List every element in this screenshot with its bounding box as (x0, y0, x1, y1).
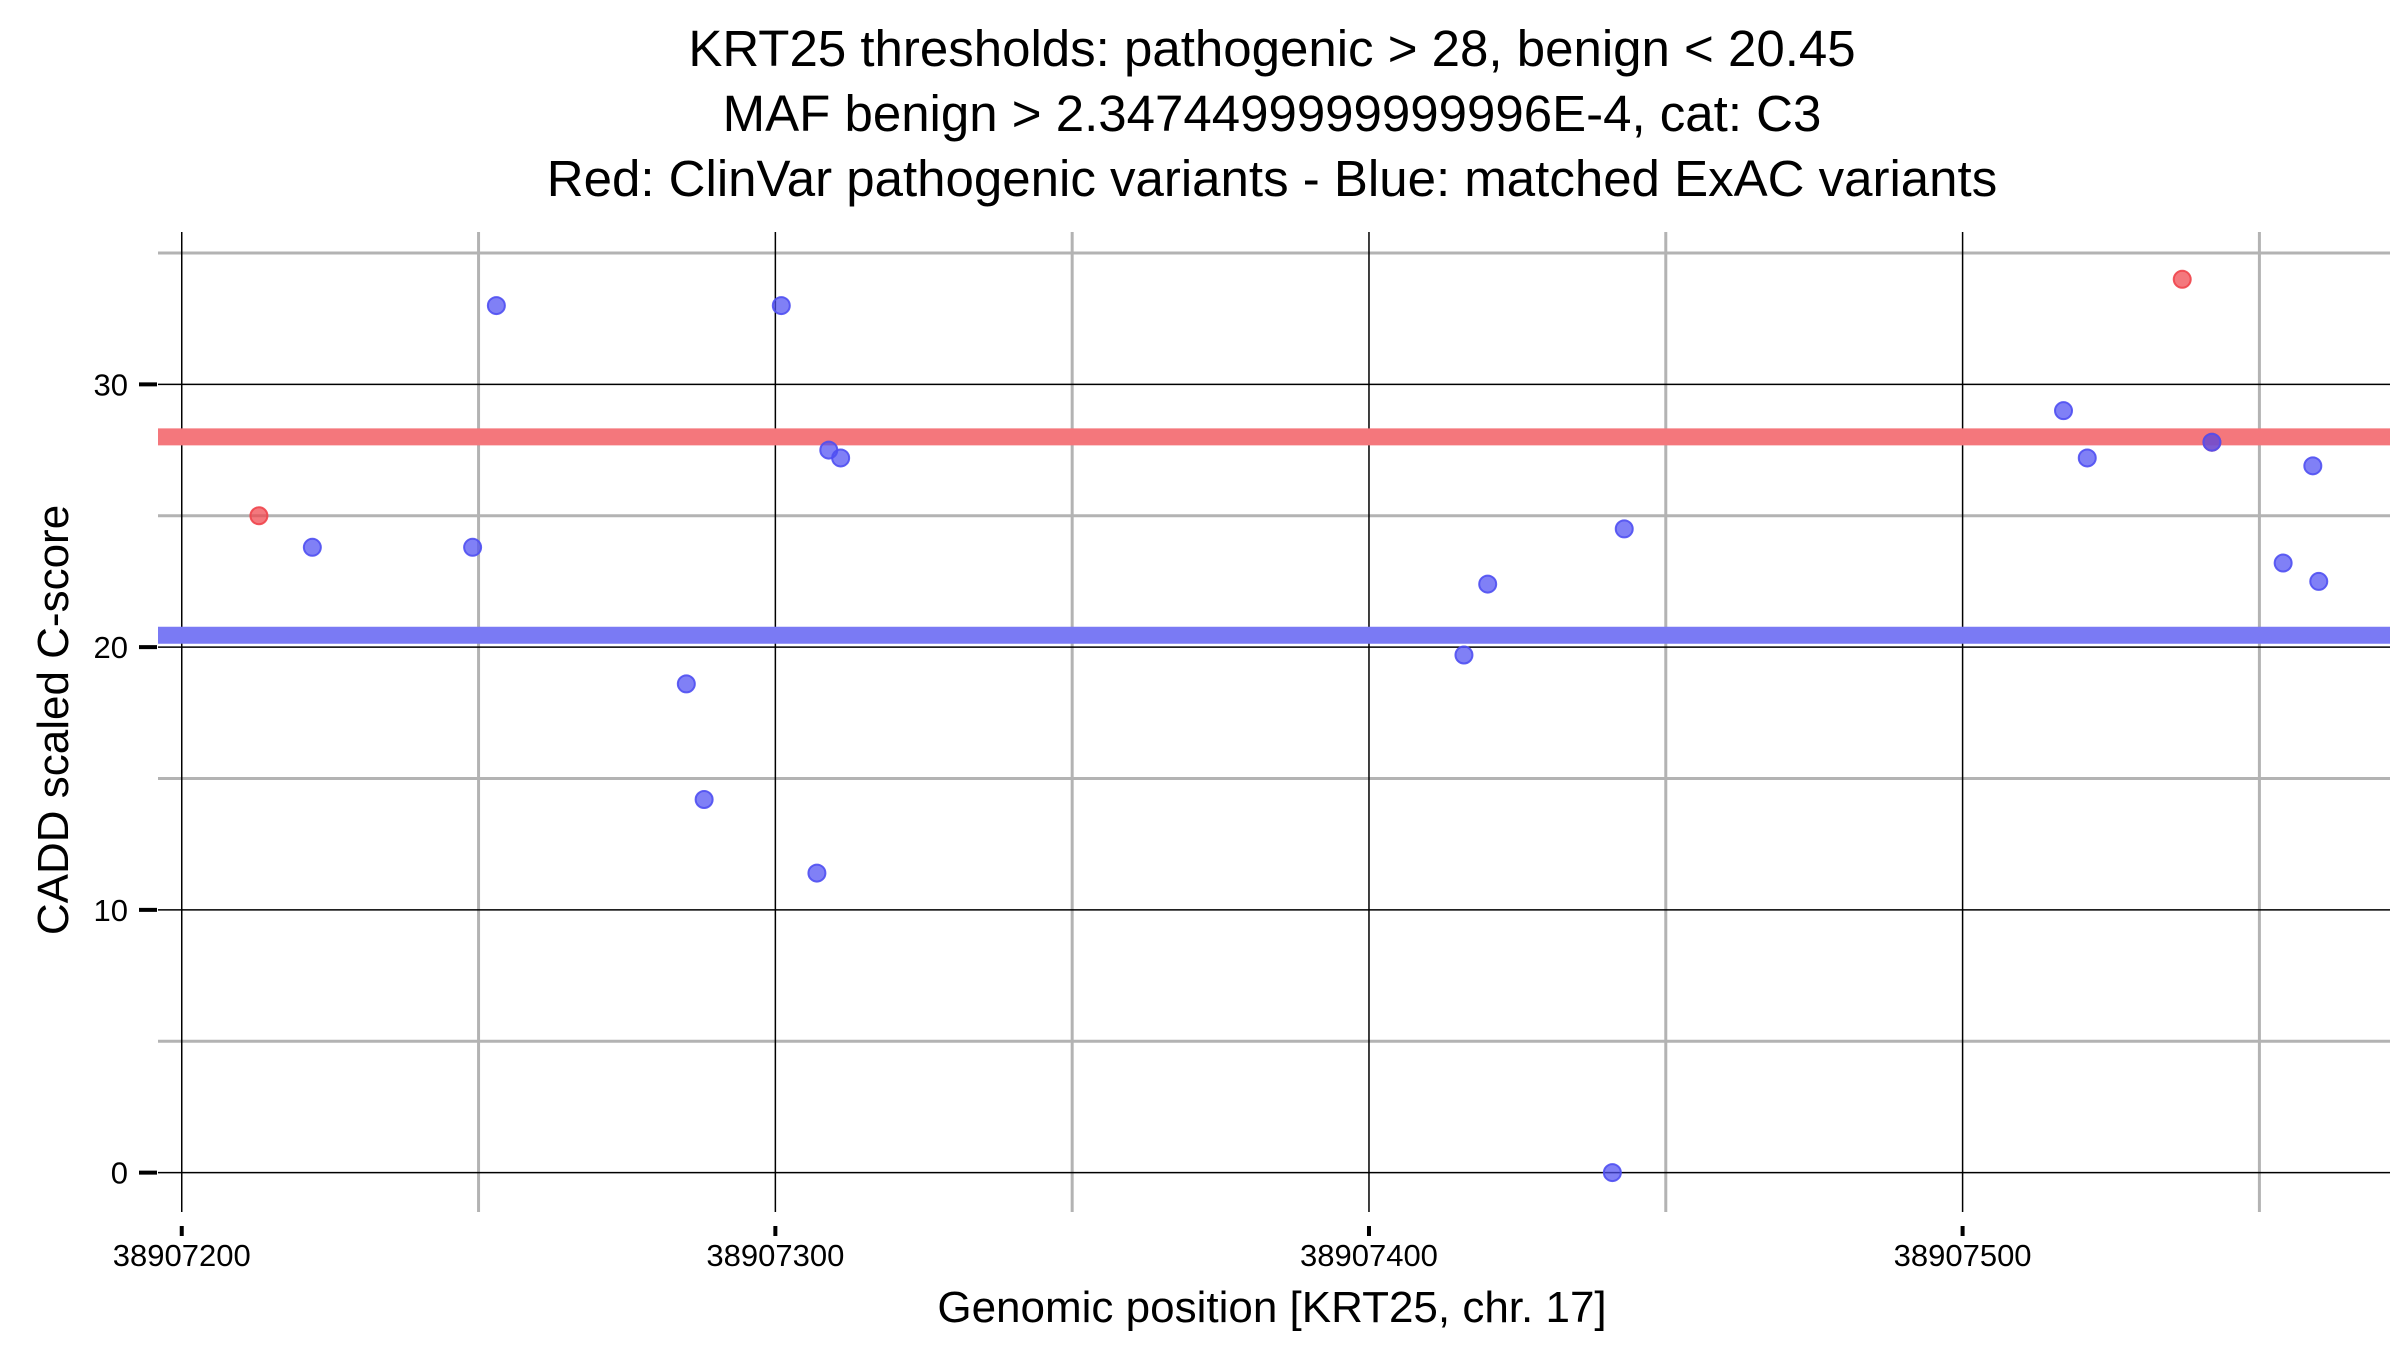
benign-data-point (486, 296, 506, 316)
x-tick-label: 38907500 (1894, 1238, 2032, 1273)
benign-data-point (2054, 401, 2074, 421)
benign-data-point (2077, 448, 2097, 468)
grid-layer (158, 232, 2390, 1212)
benign-data-point (302, 537, 322, 557)
chart-title-line-3: Red: ClinVar pathogenic variants - Blue:… (547, 150, 1997, 207)
y-tick-label: 0 (111, 1156, 128, 1191)
y-tick-label: 20 (94, 630, 128, 665)
y-tick-label: 30 (94, 367, 128, 402)
benign-data-point (831, 448, 851, 468)
benign-data-point (2309, 571, 2329, 591)
axis-layer: 38907200 38907300 38907400 38907500 0 10 20 30 (94, 367, 2032, 1273)
benign-data-point (1454, 645, 1474, 665)
benign-data-point (2303, 456, 2323, 476)
x-tick-label: 38907300 (706, 1238, 844, 1273)
benign-data-point (463, 537, 483, 557)
x-tick-label: 38907200 (113, 1238, 251, 1273)
chart-title-line-1: KRT25 thresholds: pathogenic > 28, benig… (688, 20, 1855, 77)
threshold-layer (158, 428, 2390, 644)
y-axis-label: CADD scaled C-score (29, 505, 78, 935)
data-points-layer (249, 269, 2329, 1183)
benign-data-point (1478, 574, 1498, 594)
benign-data-point (1602, 1163, 1622, 1183)
benign-data-point (771, 296, 791, 316)
benign-data-point (694, 790, 714, 810)
chart-title-line-2: MAF benign > 2.3474499999999996E-4, cat:… (723, 85, 1822, 142)
x-tick-label: 38907400 (1300, 1238, 1438, 1273)
benign-data-point (1614, 519, 1634, 539)
benign-data-point (2273, 553, 2293, 573)
benign-data-point (2202, 432, 2222, 452)
x-axis-label: Genomic position [KRT25, chr. 17] (937, 1283, 1606, 1332)
y-tick-label: 10 (94, 893, 128, 928)
pathogenic-data-point (249, 506, 269, 526)
benign-data-point (807, 863, 827, 883)
benign-data-point (676, 674, 696, 694)
pathogenic-data-point (2172, 269, 2192, 289)
